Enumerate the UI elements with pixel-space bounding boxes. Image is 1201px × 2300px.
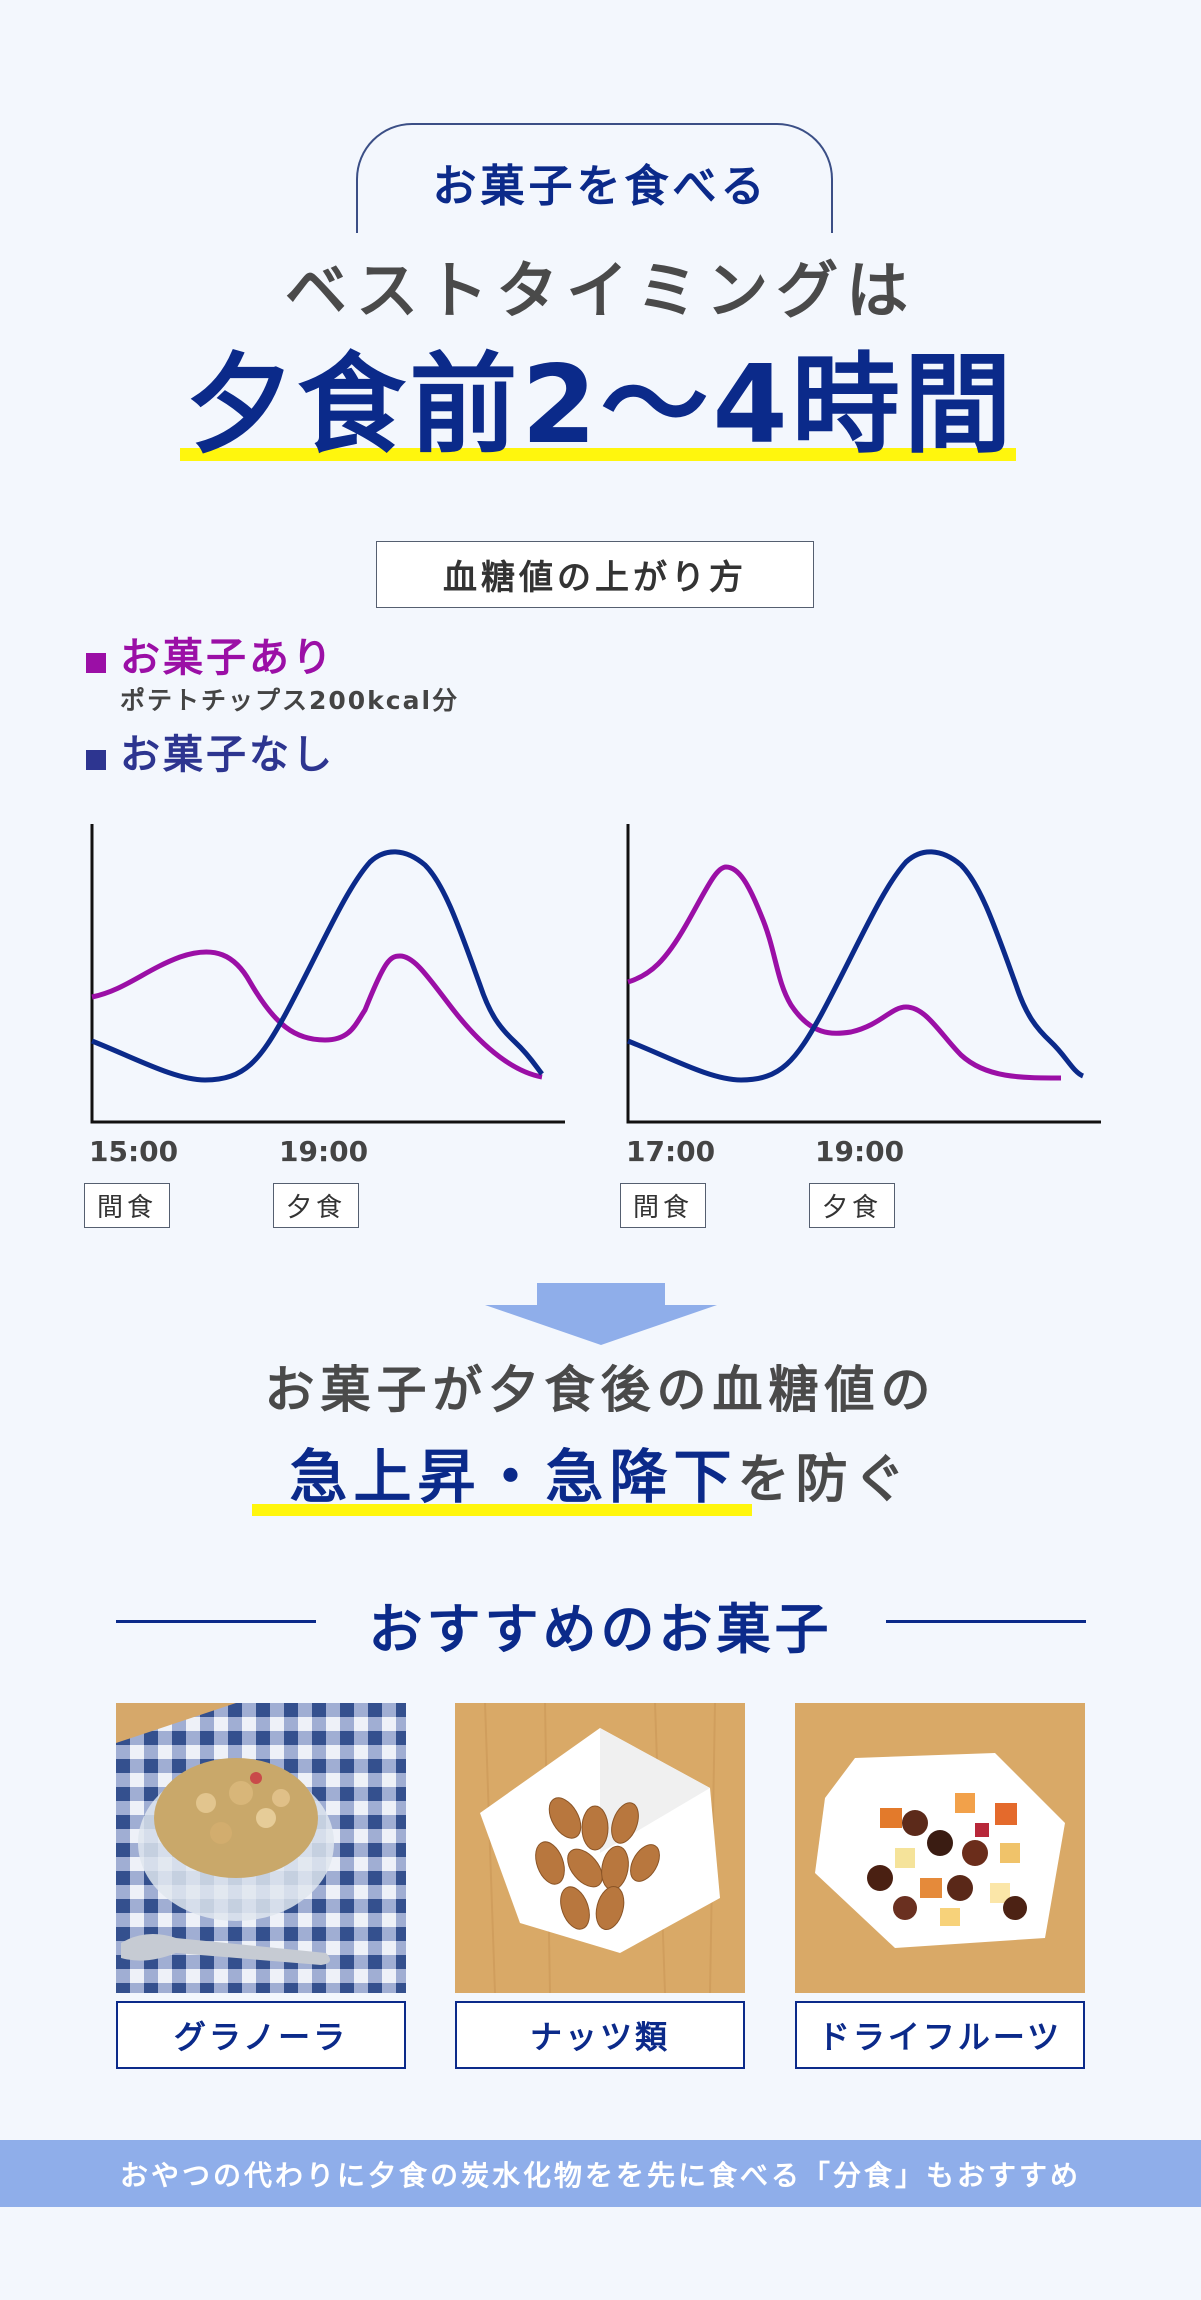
card-label: グラノーラ <box>116 2001 406 2069</box>
conclusion-line-2: 急上昇・急降下を防ぐ <box>0 1430 1201 1514</box>
chart-axes <box>626 824 1101 1124</box>
legend-swatch-magenta <box>86 652 106 673</box>
series-without-snack <box>627 849 1085 1083</box>
heading-divider-left <box>116 1620 316 1623</box>
header-subtitle: ベストタイミングは <box>284 254 917 327</box>
page-title: 夕食前2〜4時間 <box>185 343 1016 468</box>
chart-axes <box>90 824 565 1124</box>
glucose-chart-2 <box>621 810 1101 1130</box>
conclusion-rest: を防ぐ <box>737 1450 912 1510</box>
heading-divider-right <box>886 1620 1086 1623</box>
meal-label-dinner: 夕食 <box>809 1183 895 1228</box>
series-with-snack <box>627 864 1062 1081</box>
line-chart-svg <box>90 824 565 1124</box>
down-arrow-icon <box>485 1283 717 1349</box>
dried-fruit-photo <box>795 1703 1085 1993</box>
recommend-card-granola: グラノーラ <box>116 1703 406 2069</box>
series-without-snack <box>91 849 544 1083</box>
legend-note: ポテトチップス200kcal分 <box>120 686 460 715</box>
line-chart-svg <box>626 824 1101 1124</box>
recommend-card-nuts: ナッツ類 <box>455 1703 745 2069</box>
x-tick-label: 19:00 <box>279 1135 369 1168</box>
meal-label-snack: 間食 <box>620 1183 706 1228</box>
recommend-card-dried-fruit: ドライフルーツ <box>795 1703 1085 2069</box>
legend-swatch-navy <box>86 749 106 770</box>
granola-photo <box>116 1703 406 1993</box>
legend-item-with-snack: お菓子あり <box>86 625 335 683</box>
legend-label: お菓子なし <box>120 732 335 778</box>
conclusion-highlight-bar <box>252 1504 752 1516</box>
card-label: ドライフルーツ <box>795 2001 1085 2069</box>
series-with-snack <box>91 949 543 1080</box>
header-frame <box>356 123 833 233</box>
footer-banner: おやつの代わりに夕食の炭水化物をを先に食べる「分食」もおすすめ <box>0 2140 1201 2207</box>
meal-label-dinner: 夕食 <box>273 1183 359 1228</box>
legend-item-without-snack: お菓子なし <box>86 722 335 780</box>
meal-label-snack: 間食 <box>84 1183 170 1228</box>
x-tick-label: 19:00 <box>815 1135 905 1168</box>
chart-section-title: 血糖値の上がり方 <box>376 541 814 608</box>
x-tick-label: 15:00 <box>89 1135 179 1168</box>
x-tick-label: 17:00 <box>626 1135 716 1168</box>
conclusion-emphasis: 急上昇・急降下 <box>289 1443 738 1511</box>
recommend-title: おすすめのお菓子 <box>368 1598 833 1661</box>
conclusion-line-1: お菓子が夕食後の血糖値の <box>264 1361 937 1419</box>
header-kicker: お菓子を食べる <box>432 161 769 212</box>
legend-label: お菓子あり <box>120 635 335 681</box>
title-highlight-bar <box>180 448 1016 461</box>
almonds-photo <box>455 1703 745 1993</box>
glucose-chart-1 <box>85 810 565 1130</box>
card-label: ナッツ類 <box>455 2001 745 2069</box>
